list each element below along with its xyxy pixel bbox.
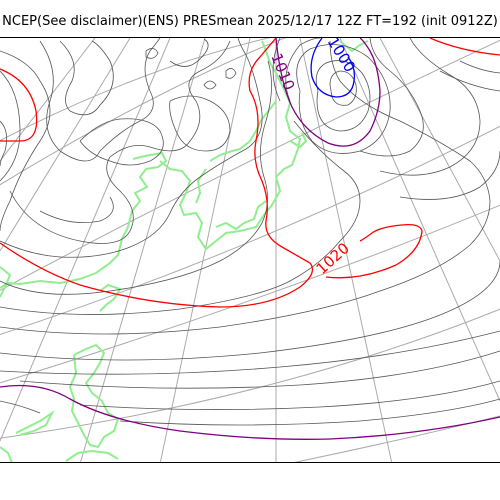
isobar (0, 60, 272, 295)
isobar (169, 38, 209, 67)
coastline (0, 266, 12, 298)
isobar-1000 (310, 38, 356, 98)
coastline (0, 446, 13, 462)
isobar (296, 44, 391, 154)
graticule-latitudes (0, 38, 500, 462)
meridian-line (80, 38, 206, 462)
isobar-1010-lines (0, 38, 500, 440)
isobar (0, 260, 500, 361)
meridian-line (379, 38, 500, 262)
isobar (79, 380, 500, 410)
isobar (329, 70, 357, 106)
isobar (359, 38, 424, 157)
isobar-1010 (275, 38, 381, 147)
latitude-line (0, 38, 271, 142)
latitude-line (294, 415, 500, 462)
isobar (119, 398, 500, 426)
latitude-line (0, 308, 500, 439)
coastline (209, 100, 277, 162)
isobar-1020 (0, 68, 38, 142)
meridian-line (339, 38, 500, 402)
coastline (0, 151, 168, 289)
isobar-1010 (0, 384, 500, 440)
isobar (439, 70, 500, 92)
isobar (285, 38, 321, 102)
isobar (0, 120, 361, 315)
isobar (39, 196, 114, 224)
isobar (315, 60, 371, 132)
contour-label-1020: 1020 (313, 239, 353, 278)
latitude-line (0, 204, 500, 384)
isobar (0, 50, 51, 232)
isobar (0, 70, 21, 182)
coastlines (0, 40, 369, 462)
isobar (0, 40, 491, 335)
coastline (68, 343, 120, 449)
graticule-meridians (0, 38, 500, 462)
isobar (379, 38, 481, 176)
isobar-1020-lines (0, 38, 500, 308)
isobar (19, 350, 500, 389)
meridian-line (299, 38, 393, 462)
isobar (0, 120, 8, 167)
isobar (9, 40, 231, 244)
coastline (289, 132, 308, 149)
latitude-line (0, 38, 287, 186)
meridian-line (0, 38, 131, 252)
meridian-line (159, 38, 251, 462)
isobar (79, 118, 164, 166)
isobar (0, 330, 500, 375)
isobar-1020 (429, 38, 500, 56)
coastline (15, 410, 55, 436)
isobar-1000-lines (310, 38, 356, 98)
isobar (145, 48, 159, 59)
meridian-line (0, 38, 171, 442)
isobars-gray (0, 38, 500, 426)
chart-title: NCEP(See disclaimer)(ENS) PRESmean 2025/… (2, 14, 498, 29)
isobar-1020 (0, 38, 314, 308)
coastline (65, 449, 119, 462)
pressure-map: 1010 1000 1020 (0, 37, 500, 463)
latitude-line (0, 125, 500, 336)
isobar (0, 38, 263, 258)
isobar (169, 95, 231, 152)
coastline (195, 168, 207, 204)
isobar (225, 68, 237, 79)
isobar (399, 150, 500, 200)
isobar (459, 60, 500, 74)
isobar (272, 38, 281, 102)
isobar (203, 80, 217, 90)
coastline (99, 283, 122, 312)
isobar (59, 40, 114, 116)
isobar (39, 38, 161, 162)
isobar-1020 (325, 223, 423, 279)
map-canvas: 1010 1000 1020 (0, 38, 500, 462)
coastline (215, 200, 267, 231)
latitude-line (0, 39, 500, 291)
isobar (0, 400, 41, 414)
